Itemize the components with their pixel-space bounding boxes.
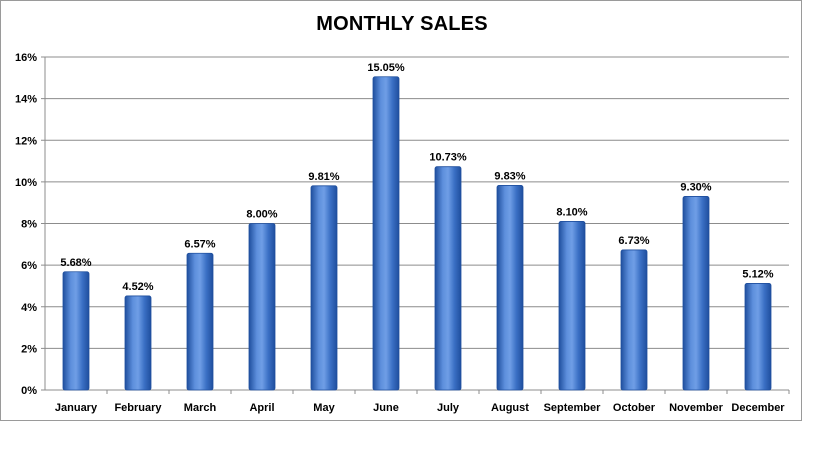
grid-lines	[45, 56, 789, 391]
data-label: 10.73%	[429, 152, 467, 164]
data-label: 8.00%	[246, 209, 277, 221]
bar	[558, 221, 586, 391]
y-tick-label: 2%	[21, 343, 37, 355]
bar	[744, 283, 772, 391]
x-tick-label: June	[373, 402, 399, 414]
data-label: 8.10%	[556, 206, 587, 218]
y-tick-label: 0%	[21, 385, 37, 397]
bar	[248, 223, 276, 391]
bar	[186, 252, 214, 391]
labels: 0% 2% 4% 6% 8% 10% 12% 14% 16% January 5.68% Februa…	[15, 52, 785, 414]
x-tick-label: November	[669, 402, 724, 414]
data-label: 9.81%	[308, 171, 339, 183]
x-tick-label: August	[491, 402, 529, 414]
y-tick-label: 14%	[15, 94, 37, 106]
bar	[434, 166, 462, 391]
data-label: 9.30%	[680, 181, 711, 193]
x-tick-label: April	[249, 402, 274, 414]
bar	[682, 196, 710, 391]
bar	[62, 271, 90, 391]
y-tick-label: 4%	[21, 302, 37, 314]
bar-chart: 0% 2% 4% 6% 8% 10% 12% 14% 16% January 5.68% Februa…	[15, 52, 790, 414]
bar	[620, 249, 648, 391]
bars	[62, 76, 772, 391]
y-tick-label: 6%	[21, 260, 37, 272]
x-tick-label: February	[114, 402, 162, 414]
data-label: 9.83%	[494, 170, 525, 182]
x-tick-label: December	[731, 402, 785, 414]
y-tick-label: 8%	[21, 219, 37, 231]
x-tick-label: January	[55, 402, 98, 414]
bar	[372, 76, 400, 391]
axes	[41, 56, 790, 394]
data-label: 15.05%	[367, 62, 405, 74]
x-tick-label: March	[184, 402, 217, 414]
x-tick-label: July	[437, 402, 460, 414]
chart-frame: MONTHLY SALES 0% 2% 4% 6% 8% 10% 12% 14% 16% Janu…	[0, 0, 802, 421]
data-label: 4.52%	[122, 281, 153, 293]
x-tick-label: September	[544, 402, 602, 414]
data-label: 5.12%	[742, 268, 773, 280]
data-label: 5.68%	[60, 257, 91, 269]
y-tick-label: 16%	[15, 52, 37, 64]
bar	[496, 185, 524, 391]
bar	[310, 185, 338, 391]
y-tick-label: 10%	[15, 177, 37, 189]
data-label: 6.73%	[618, 235, 649, 247]
data-label: 6.57%	[184, 238, 215, 250]
y-tick-label: 12%	[15, 135, 37, 147]
x-tick-label: October	[613, 402, 656, 414]
chart-title: MONTHLY SALES	[316, 13, 488, 35]
bar	[124, 295, 152, 391]
x-tick-label: May	[313, 402, 335, 414]
